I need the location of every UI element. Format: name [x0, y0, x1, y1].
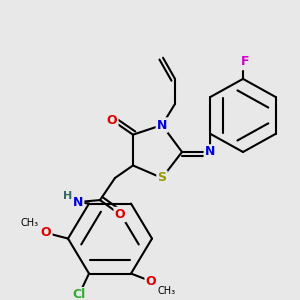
Text: CH₃: CH₃ — [158, 286, 176, 296]
Text: N: N — [205, 146, 215, 158]
Text: S: S — [158, 172, 166, 184]
Text: O: O — [107, 114, 117, 127]
Text: H: H — [63, 191, 73, 201]
Text: O: O — [41, 226, 51, 239]
Text: N: N — [73, 196, 83, 208]
Text: CH₃: CH₃ — [21, 218, 39, 228]
Text: O: O — [115, 208, 125, 221]
Text: F: F — [241, 55, 249, 68]
Text: N: N — [157, 118, 167, 132]
Text: O: O — [146, 275, 156, 288]
Text: Cl: Cl — [72, 288, 86, 300]
